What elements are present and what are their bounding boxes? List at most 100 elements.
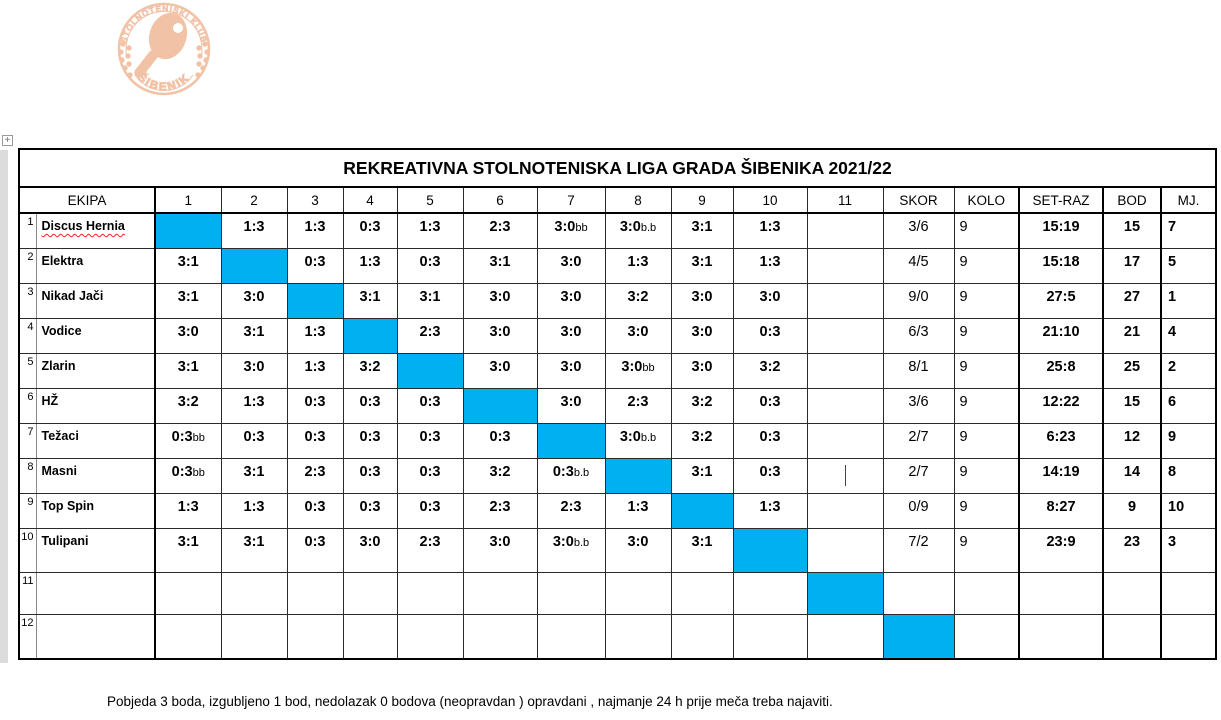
- kolo-cell[interactable]: 9: [953, 422, 1020, 459]
- score-cell[interactable]: 3:1: [342, 282, 398, 319]
- score-cell[interactable]: 3:2: [670, 422, 734, 459]
- kolo-cell[interactable]: 9: [953, 282, 1020, 319]
- score-cell[interactable]: 2:3: [462, 212, 538, 249]
- score-cell[interactable]: 3:0: [342, 527, 398, 573]
- bod-cell[interactable]: 21: [1102, 317, 1162, 354]
- diagonal-cell[interactable]: [670, 492, 734, 529]
- mj-cell[interactable]: [1159, 613, 1217, 660]
- row-number-cell[interactable]: 3: [18, 282, 37, 319]
- score-cell[interactable]: 3:1: [220, 527, 288, 573]
- score-cell[interactable]: 3:0: [462, 527, 538, 573]
- score-cell[interactable]: 0:3: [732, 387, 808, 424]
- score-cell[interactable]: 3:1: [670, 457, 734, 494]
- column-header[interactable]: 10: [732, 186, 808, 214]
- setraz-cell[interactable]: 23:9: [1018, 527, 1104, 573]
- score-cell[interactable]: [670, 613, 734, 660]
- diagonal-cell[interactable]: [732, 527, 808, 573]
- column-header[interactable]: MJ.: [1159, 186, 1217, 214]
- score-cell[interactable]: 3:0: [670, 317, 734, 354]
- score-cell[interactable]: 3:0b.b: [604, 212, 672, 249]
- column-header[interactable]: 5: [396, 186, 464, 214]
- setraz-cell[interactable]: 27:5: [1018, 282, 1104, 319]
- diagonal-cell[interactable]: [806, 571, 884, 615]
- setraz-cell[interactable]: 25:8: [1018, 352, 1104, 389]
- skor-cell[interactable]: 9/0: [882, 282, 955, 319]
- score-cell[interactable]: 3:0: [536, 387, 606, 424]
- score-cell[interactable]: 3:0: [536, 247, 606, 284]
- score-cell[interactable]: 3:1: [154, 352, 222, 389]
- score-cell[interactable]: 0:3: [396, 422, 464, 459]
- score-cell[interactable]: 3:2: [670, 387, 734, 424]
- score-cell[interactable]: 1:3: [286, 317, 344, 354]
- skor-cell[interactable]: 2/7: [882, 457, 955, 494]
- setraz-cell[interactable]: 15:18: [1018, 247, 1104, 284]
- kolo-cell[interactable]: 9: [953, 387, 1020, 424]
- score-cell[interactable]: 3:0: [604, 527, 672, 573]
- score-cell[interactable]: [806, 247, 884, 284]
- score-cell[interactable]: 3:0: [670, 352, 734, 389]
- score-cell[interactable]: 3:1: [154, 247, 222, 284]
- mj-cell[interactable]: 9: [1159, 422, 1217, 459]
- score-cell[interactable]: 3:1: [670, 527, 734, 573]
- mj-cell[interactable]: 7: [1159, 212, 1217, 249]
- table-move-handle[interactable]: +: [2, 135, 13, 146]
- score-cell[interactable]: 2:3: [462, 492, 538, 529]
- mj-cell[interactable]: 5: [1159, 247, 1217, 284]
- mj-cell[interactable]: 2: [1159, 352, 1217, 389]
- diagonal-cell[interactable]: [396, 352, 464, 389]
- score-cell[interactable]: [342, 613, 398, 660]
- kolo-cell[interactable]: 9: [953, 457, 1020, 494]
- score-cell[interactable]: [462, 613, 538, 660]
- row-number-cell[interactable]: 8: [18, 457, 37, 494]
- score-cell[interactable]: [220, 613, 288, 660]
- score-cell[interactable]: [806, 352, 884, 389]
- row-number-cell[interactable]: 11: [18, 571, 37, 615]
- score-cell[interactable]: 1:3: [732, 492, 808, 529]
- score-cell[interactable]: [396, 613, 464, 660]
- team-name-cell[interactable]: [35, 571, 156, 615]
- row-number-cell[interactable]: 6: [18, 387, 37, 424]
- kolo-cell[interactable]: 9: [953, 527, 1020, 573]
- score-cell[interactable]: [154, 613, 222, 660]
- skor-cell[interactable]: 3/6: [882, 212, 955, 249]
- score-cell[interactable]: 3:0: [536, 352, 606, 389]
- score-cell[interactable]: [154, 571, 222, 615]
- score-cell[interactable]: 3:0: [220, 352, 288, 389]
- score-cell[interactable]: 3:1: [670, 212, 734, 249]
- score-cell[interactable]: 0:3: [286, 422, 344, 459]
- column-header[interactable]: 3: [286, 186, 344, 214]
- score-cell[interactable]: 3:2: [342, 352, 398, 389]
- score-cell[interactable]: [220, 571, 288, 615]
- setraz-cell[interactable]: 6:23: [1018, 422, 1104, 459]
- diagonal-cell[interactable]: [154, 212, 222, 249]
- table-title[interactable]: REKREATIVNA STOLNOTENISKA LIGA GRADA ŠIB…: [18, 148, 1217, 188]
- score-cell[interactable]: [670, 571, 734, 615]
- score-cell[interactable]: 3:1: [220, 317, 288, 354]
- score-cell[interactable]: 0:3: [342, 212, 398, 249]
- score-cell[interactable]: 3:1: [462, 247, 538, 284]
- setraz-cell[interactable]: 15:19: [1018, 212, 1104, 249]
- score-cell[interactable]: [342, 571, 398, 615]
- skor-cell[interactable]: 6/3: [882, 317, 955, 354]
- column-header[interactable]: SKOR: [882, 186, 955, 214]
- score-cell[interactable]: 2:3: [396, 527, 464, 573]
- score-cell[interactable]: 3:1: [396, 282, 464, 319]
- score-cell[interactable]: [604, 571, 672, 615]
- score-cell[interactable]: [286, 613, 344, 660]
- mj-cell[interactable]: [1159, 571, 1217, 615]
- team-name-cell[interactable]: [35, 613, 156, 660]
- score-cell[interactable]: 1:3: [286, 352, 344, 389]
- score-cell[interactable]: 3:2: [604, 282, 672, 319]
- column-header[interactable]: 11: [806, 186, 884, 214]
- column-header[interactable]: 6: [462, 186, 538, 214]
- score-cell[interactable]: 1:3: [732, 212, 808, 249]
- score-cell[interactable]: 1:3: [286, 212, 344, 249]
- score-cell[interactable]: 1:3: [220, 387, 288, 424]
- score-cell[interactable]: 1:3: [396, 212, 464, 249]
- score-cell[interactable]: 0:3: [396, 387, 464, 424]
- row-number-cell[interactable]: 9: [18, 492, 37, 529]
- team-name-cell[interactable]: Nikad Jači: [35, 282, 156, 319]
- score-cell[interactable]: 0:3: [220, 422, 288, 459]
- score-cell[interactable]: 3:2: [462, 457, 538, 494]
- score-cell[interactable]: 3:0b.b: [536, 527, 606, 573]
